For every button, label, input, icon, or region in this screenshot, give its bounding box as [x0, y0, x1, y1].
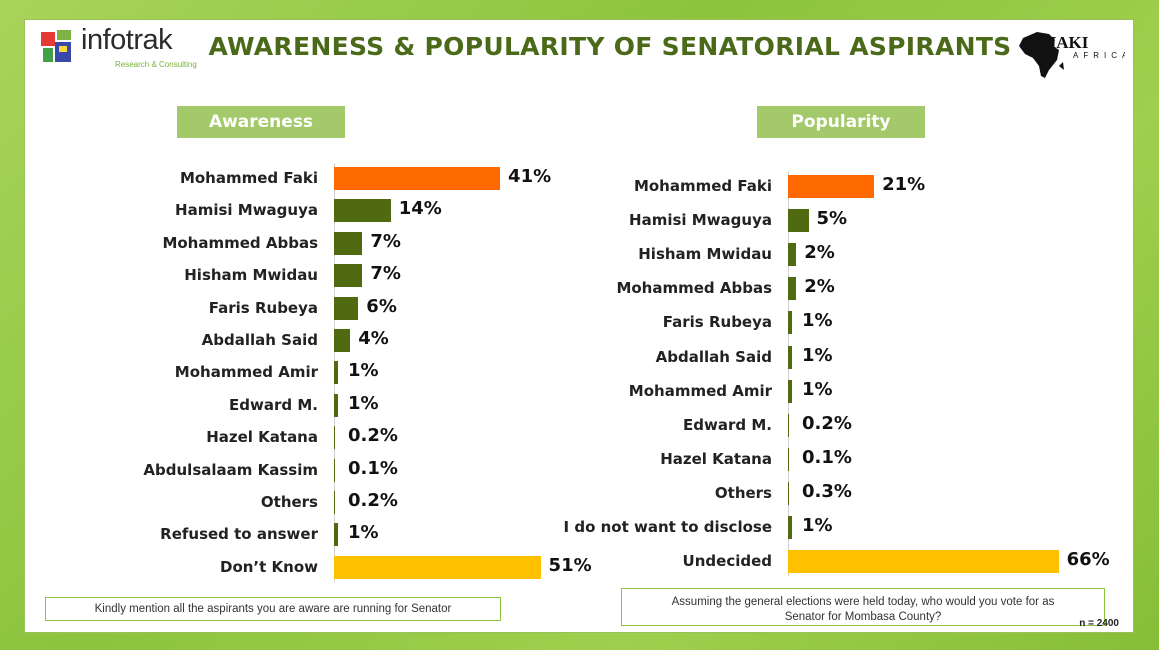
bar — [788, 209, 809, 233]
logo-wordmark: infotrak — [81, 24, 173, 56]
popularity-question: Assuming the general elections were held… — [621, 588, 1105, 626]
category-label: Mohammed Amir — [628, 381, 772, 400]
category-label: Mohammed Faki — [633, 177, 772, 195]
infotrak-logo-icon — [41, 30, 71, 62]
category-label: Others — [714, 483, 772, 502]
category-label: Hamisi Mwaguya — [629, 211, 772, 230]
bar-value-label: 14% — [398, 198, 442, 220]
bar — [788, 413, 789, 437]
bar — [788, 550, 1059, 574]
infotrak-logo: infotrak Research & Consulting — [39, 24, 199, 70]
bar-value-label: 0.1% — [348, 457, 398, 479]
category-label: Hazel Katana — [660, 449, 772, 468]
bar — [334, 361, 339, 385]
popularity-label: Popularity — [757, 106, 925, 138]
bar — [788, 175, 875, 198]
bar-value-label: 1% — [348, 360, 379, 382]
bar-value-label: 5% — [816, 208, 848, 230]
bar — [788, 311, 793, 335]
category-label: Abdallah Said — [655, 347, 772, 366]
bar-value-label: 0.2% — [348, 490, 398, 511]
bar-value-label: 41% — [508, 166, 552, 187]
category-label: Faris Rubeya — [662, 313, 772, 332]
bar-value-label: 2% — [804, 276, 835, 298]
category-label: Hisham Mwidau — [638, 245, 772, 264]
bar — [788, 277, 797, 301]
bar-value-label: 7% — [370, 263, 401, 285]
bar — [334, 296, 359, 320]
bar-value-label: 1% — [348, 392, 379, 414]
page-title: AWARENESS & POPULARITY OF SENATORIAL ASP… — [208, 32, 1012, 61]
category-label: Mohammed Amir — [174, 363, 318, 382]
category-label: Hisham Mwidau — [184, 266, 318, 285]
bar-value-label: 1% — [802, 344, 833, 366]
bar-value-label: 1% — [802, 378, 833, 400]
bar-value-label: 66% — [1066, 549, 1110, 571]
bar — [334, 231, 363, 255]
bar — [334, 329, 351, 352]
bar — [788, 447, 789, 471]
bar — [334, 264, 363, 288]
bar — [334, 523, 339, 547]
bar — [334, 491, 335, 514]
category-label: Abdulsalaam Kassim — [143, 460, 318, 479]
category-label: Mohammed Faki — [179, 169, 318, 187]
category-label: Edward M. — [229, 395, 318, 414]
bar-value-label: 0.3% — [802, 480, 852, 502]
bar — [334, 167, 501, 190]
category-label: Abdallah Said — [201, 331, 318, 349]
bar — [334, 426, 335, 450]
category-label: Hazel Katana — [206, 428, 318, 447]
category-label: Refused to answer — [160, 525, 318, 544]
haki-text: HAKI — [1043, 33, 1089, 52]
awareness-question: Kindly mention all the aspirants you are… — [45, 597, 501, 621]
bar-value-label: 4% — [358, 328, 389, 349]
bar-value-label: 2% — [804, 242, 835, 264]
bar — [788, 345, 793, 369]
bar-value-label: 0.2% — [348, 425, 398, 447]
bar-value-label: 51% — [548, 554, 592, 576]
category-label: Others — [260, 493, 318, 511]
category-label: Undecided — [682, 552, 772, 571]
bar-value-label: 1% — [348, 522, 379, 544]
chart-axis — [788, 171, 789, 577]
category-label: Mohammed Abbas — [162, 233, 318, 252]
logo-tagline: Research & Consulting — [115, 60, 197, 69]
bar — [334, 393, 339, 417]
bar — [334, 199, 391, 223]
category-label: Mohammed Abbas — [616, 279, 772, 298]
bar-value-label: 1% — [802, 515, 833, 536]
bar-value-label: 7% — [370, 230, 401, 252]
bar — [788, 516, 793, 539]
bar-value-label: 1% — [802, 310, 833, 332]
bar — [334, 555, 541, 579]
category-label: Edward M. — [683, 415, 772, 434]
bar — [788, 379, 793, 403]
awareness-label: Awareness — [177, 106, 345, 138]
bar-value-label: 21% — [882, 174, 926, 195]
category-label: I do not want to disclose — [563, 518, 772, 536]
bar-value-label: 0.2% — [802, 412, 852, 434]
slide: infotrak Research & Consulting AWARENESS… — [24, 19, 1134, 633]
category-label: Hamisi Mwaguya — [175, 201, 318, 220]
sample-size: n = 2400 — [1079, 618, 1119, 629]
bar — [334, 458, 335, 482]
bar-value-label: 0.1% — [802, 446, 852, 468]
bar — [788, 481, 789, 505]
bar-value-label: 6% — [366, 295, 397, 317]
category-label: Faris Rubeya — [208, 298, 318, 317]
category-label: Don’t Know — [220, 557, 318, 576]
bar — [788, 243, 797, 267]
